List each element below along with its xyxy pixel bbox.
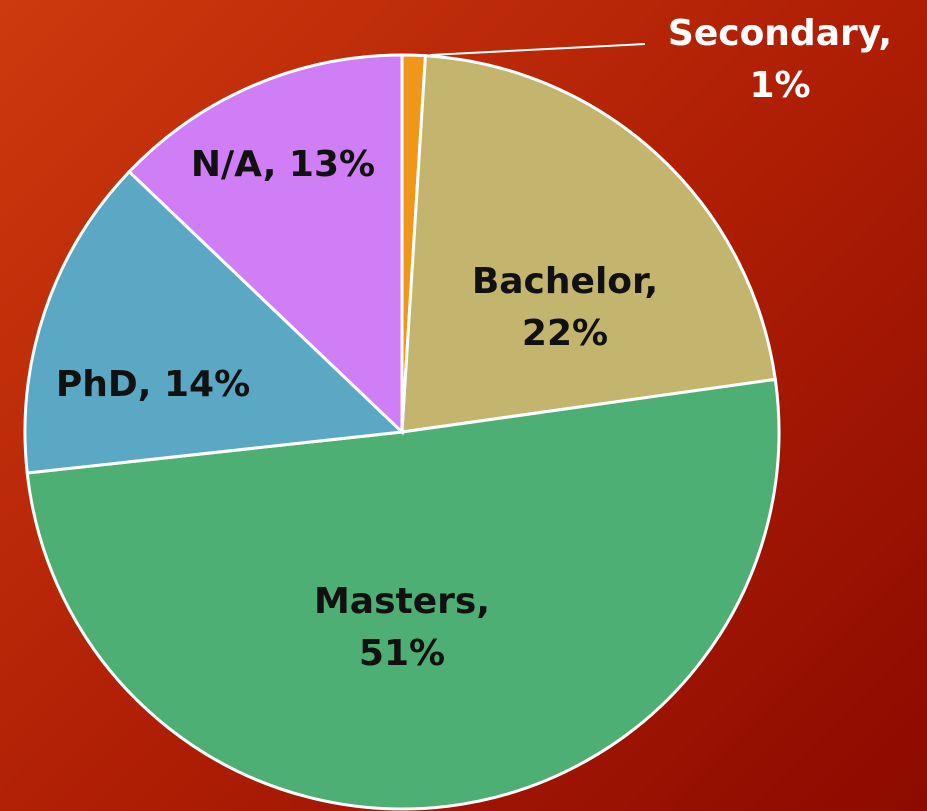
pie-slice <box>25 377 781 811</box>
data-label: Bachelor, 22% <box>471 260 659 354</box>
pie-slice <box>400 54 778 434</box>
pie-slice <box>23 169 406 475</box>
data-label: PhD, 14% <box>55 363 251 405</box>
data-label: Secondary, 1% <box>667 12 893 106</box>
data-label: N/A, 13% <box>190 143 376 185</box>
data-label: Masters, 51% <box>313 580 491 674</box>
pie-slice <box>127 53 404 436</box>
leader-line <box>429 43 646 56</box>
